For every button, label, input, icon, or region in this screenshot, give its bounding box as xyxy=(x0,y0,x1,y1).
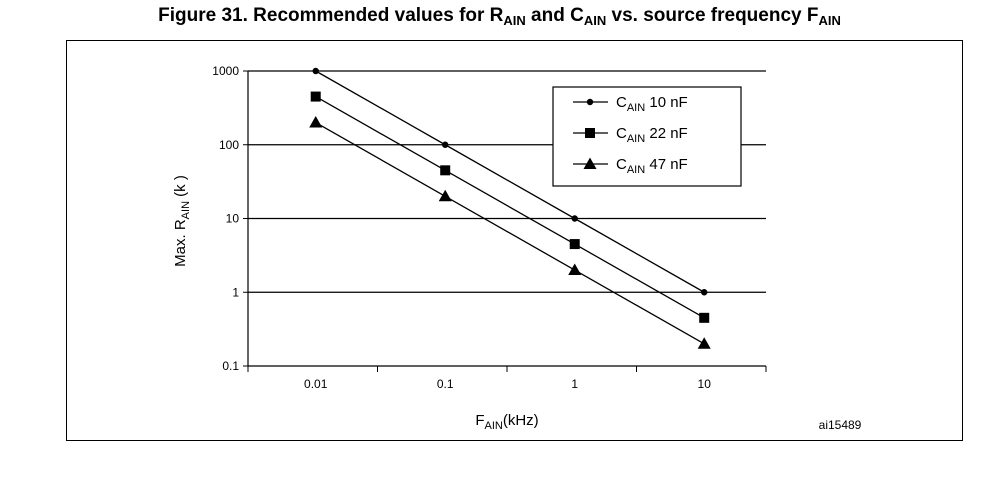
legend-label: CAIN 22 nF xyxy=(616,125,688,145)
figure-title-text: and C xyxy=(525,5,584,26)
data-point xyxy=(568,263,582,276)
data-point xyxy=(310,91,321,102)
figure-code: ai15489 xyxy=(819,418,862,432)
data-point xyxy=(569,239,580,250)
series-line xyxy=(315,70,705,293)
axis-layer: 0.1 1 10 100 1000 0.01 0.1 1 10 xyxy=(212,64,767,391)
data-point xyxy=(442,141,449,148)
x-tick-label: 10 xyxy=(698,377,712,391)
figure-title: Figure 31. Recommended values for RAIN a… xyxy=(0,5,999,27)
series-line xyxy=(315,96,705,319)
data-point xyxy=(571,215,578,222)
grid-layer xyxy=(248,70,766,293)
series-layer xyxy=(309,67,711,349)
x-tick-label: 0.1 xyxy=(437,377,454,391)
data-point xyxy=(697,337,711,349)
legend-box xyxy=(552,86,742,187)
data-point xyxy=(309,116,323,128)
series-line xyxy=(315,121,705,345)
legend-label: CAIN 10 nF xyxy=(616,94,688,114)
x-tick-label: 1 xyxy=(571,377,578,391)
y-tick-label: 1 xyxy=(232,285,239,299)
data-point xyxy=(586,98,594,106)
data-point xyxy=(440,165,451,176)
label-layer: FAIN(kHz) Max. RAIN (k ) ai15489 xyxy=(172,175,862,432)
figure-title-text: vs. source frequency F xyxy=(606,5,819,26)
data-point xyxy=(701,289,708,296)
figure-frame xyxy=(66,40,963,441)
x-axis-label: FAIN(kHz) xyxy=(475,412,538,432)
data-point xyxy=(699,312,710,323)
figure-title-text: Figure 31. Recommended values for R xyxy=(158,5,504,26)
legend-label: CAIN 47 nF xyxy=(616,156,688,176)
figure-title-sub: AIN xyxy=(818,13,841,28)
y-tick-label: 1000 xyxy=(212,64,239,78)
figure-title-sub: AIN xyxy=(503,13,526,28)
data-point xyxy=(583,157,597,169)
y-tick-label: 10 xyxy=(226,212,240,226)
legend-layer: CAIN 10 nF CAIN 22 nF CAIN 47 nF xyxy=(552,86,742,187)
x-tick-label: 0.01 xyxy=(304,377,328,391)
data-point xyxy=(585,128,595,138)
figure-title-sub: AIN xyxy=(583,13,607,28)
data-point xyxy=(312,67,319,75)
y-tick-label: 0.1 xyxy=(222,359,239,373)
data-point xyxy=(438,189,452,202)
y-axis-label: Max. RAIN (k ) xyxy=(172,175,192,267)
y-tick-label: 100 xyxy=(219,138,239,152)
